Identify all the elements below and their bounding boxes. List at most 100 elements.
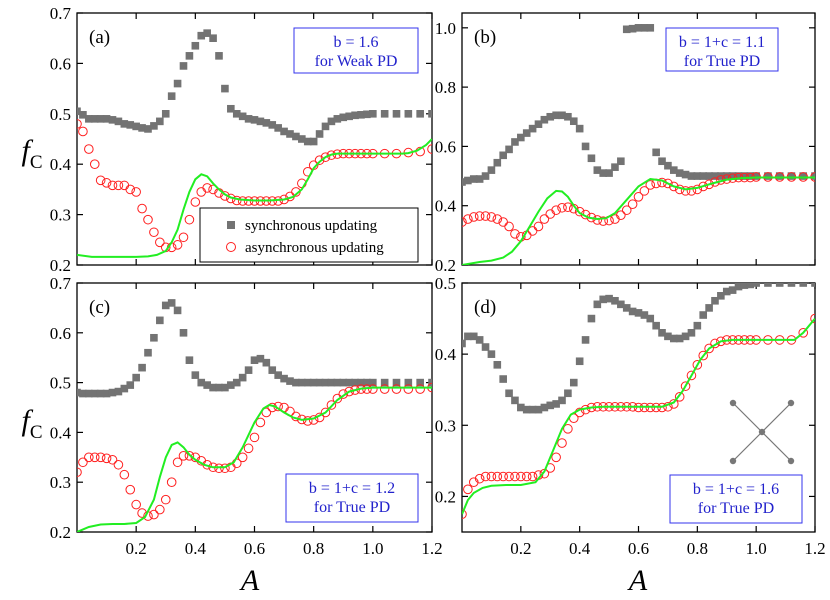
panel-d-async-point xyxy=(463,484,473,495)
panel-d-ytick-label: 0.4 xyxy=(435,345,457,364)
panel-a-sync-point xyxy=(315,130,324,138)
panel-c-sync-point xyxy=(209,383,217,392)
panel-c-sync-point xyxy=(96,389,105,398)
panel-c-sync-point xyxy=(179,329,188,337)
panel-c-async-point xyxy=(119,469,130,480)
panel-b-sync-point xyxy=(640,24,649,32)
panel-b-async-point xyxy=(463,214,473,224)
panel-a-legend-async-label: asynchronous updating xyxy=(245,240,384,256)
panel-a-ytick-label: 0.5 xyxy=(50,105,71,124)
panel-d-sync-point xyxy=(546,401,555,410)
panel-c-sync-point xyxy=(238,373,247,382)
panel-b: 0.2 0.4 0.6 0.8 1.0 (b) b = 1+c = 1.1 for True … xyxy=(435,12,816,275)
panel-b-label: (b) xyxy=(474,27,496,48)
panel-c-sync-point xyxy=(380,378,389,387)
panel-d-async-point xyxy=(692,360,703,370)
panel-d-ytick-label: 0.5 xyxy=(435,274,456,293)
panel-b-async-point xyxy=(633,192,644,202)
panel-a-async-point xyxy=(320,152,331,162)
panel-d-ytick-label: 0.3 xyxy=(435,416,456,435)
panel-b-async-point xyxy=(680,186,691,196)
panel-b-sync-point xyxy=(622,25,631,34)
panel-a-plot-area xyxy=(77,29,432,258)
panel-d-async-point xyxy=(521,471,532,482)
panel-b-async-point xyxy=(621,205,632,215)
panel-b-async-point xyxy=(627,199,638,210)
panel-c-ytick-label: 0.2 xyxy=(50,523,71,542)
panel-b-ytick-label: 0.2 xyxy=(435,256,456,275)
panel-d-xtick-label: 0.4 xyxy=(569,539,591,558)
panel-c-async-point xyxy=(131,499,141,510)
panel-d-async-point xyxy=(551,452,561,463)
panel-a-sync-point xyxy=(292,132,300,141)
panel-a-async-point xyxy=(131,187,141,197)
panel-c-async-point xyxy=(95,452,106,463)
panel-c-sync-point xyxy=(77,388,81,397)
panel-c-async-point xyxy=(403,384,414,394)
panel-c-async-point xyxy=(166,477,177,488)
panel-d-sync-point xyxy=(722,287,731,296)
panel-b-sync-point xyxy=(728,172,737,180)
panel-c-sync-point xyxy=(428,378,432,387)
panel-d-sync-point xyxy=(681,332,690,341)
panel-b-sync-point xyxy=(646,24,655,32)
panel-c-xtick-label: 0.2 xyxy=(126,539,147,558)
panel-b-sync-point xyxy=(652,148,660,157)
panel-a-sync-point xyxy=(179,62,188,70)
panel-a-sync-point xyxy=(102,115,111,123)
panel-b-sync-point xyxy=(593,166,602,174)
panel-a-async-point xyxy=(202,183,212,193)
panel-a-async-point xyxy=(101,178,112,188)
panel-c-sync-point xyxy=(132,373,140,382)
panel-b-async-point xyxy=(545,209,556,219)
panel-c-async-point xyxy=(107,454,118,465)
panel-b-ytick-label: 0.4 xyxy=(435,197,457,216)
panel-c-async-point xyxy=(125,484,136,495)
panel-a-sync-point xyxy=(79,111,87,119)
panel-d-sync-point xyxy=(611,296,619,305)
panel-c-async-point xyxy=(344,386,354,397)
panel-c-sync-point xyxy=(256,354,265,363)
panel-a-async-point xyxy=(95,175,106,186)
panel-c-xtick-label: 0.4 xyxy=(185,539,207,558)
panel-b-sync-point xyxy=(569,117,578,126)
panel-c-sync-point xyxy=(90,389,99,398)
panel-a-sync-point xyxy=(327,117,336,126)
panel-b-async-point xyxy=(610,214,620,224)
panel-c-sync-point xyxy=(203,381,211,389)
network-neighbor-node xyxy=(729,457,737,465)
panel-a-sync-point xyxy=(392,110,401,118)
panel-d-sync-point xyxy=(593,300,602,309)
panel-a-async-point xyxy=(196,187,207,197)
panel-b-sync-point xyxy=(775,172,784,180)
panel-c-sync-point xyxy=(79,389,87,398)
panel-c-sync-point xyxy=(138,363,146,372)
panel-c-sync-point xyxy=(221,383,229,392)
panel-b-sync-point xyxy=(540,115,549,124)
panel-b-theory-line xyxy=(462,176,815,265)
panel-c-sync-point xyxy=(232,378,241,387)
panel-d-info-line2: for True PD xyxy=(698,500,774,517)
panel-a-async-point xyxy=(326,150,337,160)
panel-b-sync-point xyxy=(634,24,643,32)
panel-c-sync-point xyxy=(309,378,318,387)
panel-d-async-point xyxy=(527,471,538,482)
panel-b-sync-point xyxy=(522,129,531,137)
panel-b-sync-point xyxy=(575,124,584,133)
panel-d-sync-point xyxy=(517,403,525,412)
panel-a-async-point xyxy=(190,197,201,207)
panel-c-info-line1: b = 1+c = 1.2 xyxy=(309,480,395,497)
panel-d-async-point xyxy=(474,473,485,484)
panel-c-async-point xyxy=(178,451,189,461)
panel-a-sync-point xyxy=(280,127,288,136)
panel-b-sync-point xyxy=(752,172,760,180)
panel-d-sync-point xyxy=(693,321,702,330)
panel-b-async-point xyxy=(704,179,714,190)
panel-a-sync-point xyxy=(120,120,129,128)
panel-c-sync-point xyxy=(185,356,194,364)
panel-a-sync-point xyxy=(298,135,306,143)
panel-c-async-point xyxy=(155,504,165,515)
panel-a-async-point xyxy=(137,203,147,214)
panel-a-ytick-label: 0.4 xyxy=(50,155,72,174)
panel-c-sync-point xyxy=(197,378,206,387)
